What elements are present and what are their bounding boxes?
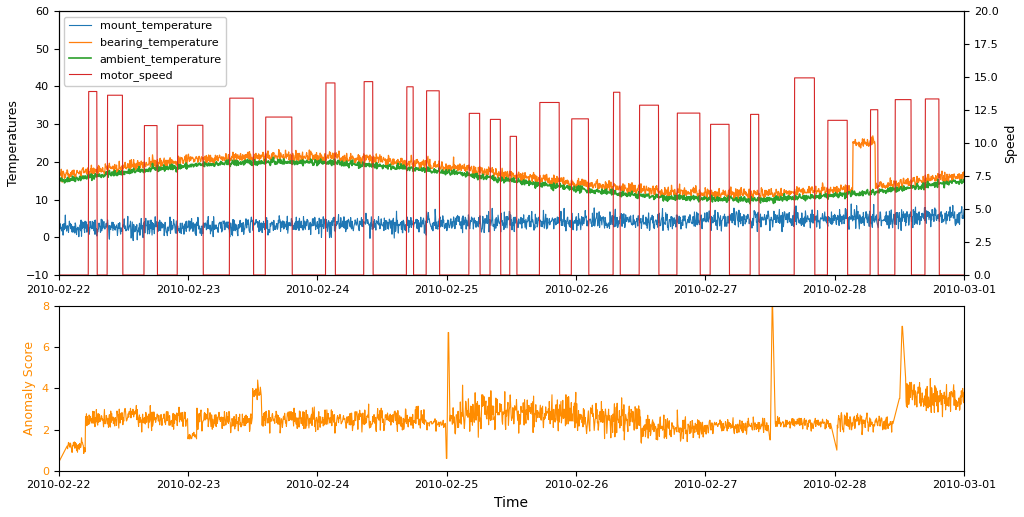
Y-axis label: Anomaly Score: Anomaly Score <box>24 341 36 435</box>
Line: motor_speed: motor_speed <box>58 78 964 275</box>
Line: mount_temperature: mount_temperature <box>58 204 964 241</box>
Y-axis label: Speed: Speed <box>1005 124 1017 163</box>
Legend: mount_temperature, bearing_temperature, ambient_temperature, motor_speed: mount_temperature, bearing_temperature, … <box>65 17 226 86</box>
Line: bearing_temperature: bearing_temperature <box>58 136 964 200</box>
Line: ambient_temperature: ambient_temperature <box>58 157 964 204</box>
Y-axis label: Temperatures: Temperatures <box>7 100 19 186</box>
X-axis label: Time: Time <box>495 496 528 510</box>
